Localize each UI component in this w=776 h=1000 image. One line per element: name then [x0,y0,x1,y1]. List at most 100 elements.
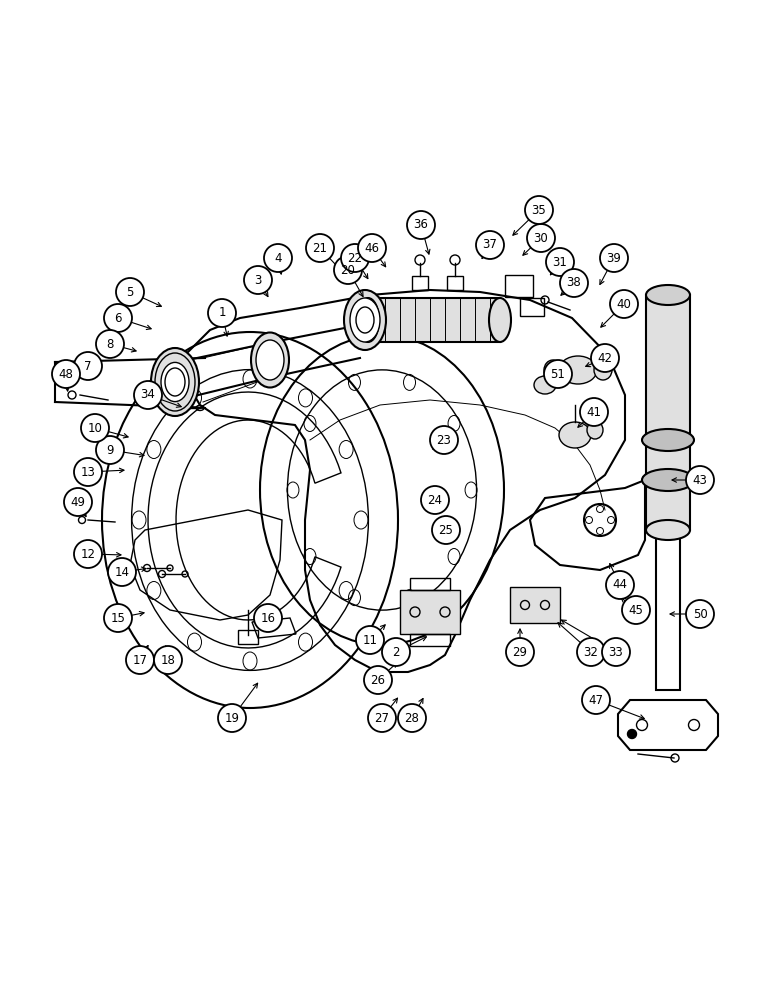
Text: 20: 20 [341,263,355,276]
Ellipse shape [544,360,562,380]
Circle shape [582,686,610,714]
Bar [400,590,460,634]
Text: 46: 46 [365,241,379,254]
Circle shape [506,638,534,666]
Bar [368,298,500,342]
Ellipse shape [646,285,690,305]
Ellipse shape [256,340,284,380]
Text: 18: 18 [161,654,175,666]
Circle shape [244,266,272,294]
Circle shape [208,299,236,327]
Circle shape [96,330,124,358]
Ellipse shape [534,376,556,394]
Circle shape [358,234,386,262]
Text: 40: 40 [617,298,632,310]
Circle shape [134,381,162,409]
Ellipse shape [559,356,597,384]
Text: 50: 50 [693,607,708,620]
Text: 10: 10 [88,422,102,434]
Circle shape [74,540,102,568]
Ellipse shape [251,332,289,387]
Text: 5: 5 [126,286,133,298]
Text: 33: 33 [608,646,623,658]
Circle shape [560,269,588,297]
Text: 3: 3 [255,273,262,286]
Circle shape [334,256,362,284]
Circle shape [356,626,384,654]
Text: 32: 32 [584,646,598,658]
Circle shape [580,398,608,426]
Circle shape [407,211,435,239]
Circle shape [368,704,396,732]
Text: 47: 47 [588,694,604,706]
Circle shape [126,646,154,674]
Text: 19: 19 [224,712,240,724]
Bar [238,630,258,644]
Circle shape [602,638,630,666]
Text: 7: 7 [85,360,92,372]
Text: 43: 43 [692,474,708,487]
Circle shape [432,516,460,544]
Text: 23: 23 [437,434,452,446]
Text: 11: 11 [362,634,377,647]
Text: 27: 27 [375,712,390,724]
Text: 48: 48 [58,367,74,380]
Bar [410,634,450,646]
Circle shape [610,290,638,318]
Circle shape [382,638,410,666]
Text: 2: 2 [392,646,400,658]
Text: 38: 38 [566,276,581,290]
Circle shape [544,360,572,388]
Text: 42: 42 [598,352,612,364]
Circle shape [364,666,392,694]
Circle shape [306,234,334,262]
Text: 41: 41 [587,406,601,418]
Circle shape [606,571,634,599]
Ellipse shape [489,298,511,342]
Circle shape [81,414,109,442]
Text: 6: 6 [114,312,122,324]
Circle shape [254,604,282,632]
Circle shape [218,704,246,732]
Circle shape [546,248,574,276]
Text: 15: 15 [110,611,126,624]
Circle shape [74,458,102,486]
Ellipse shape [559,422,591,448]
Text: 37: 37 [483,238,497,251]
Bar [510,587,560,623]
Circle shape [577,638,605,666]
Bar [410,578,450,590]
Bar [412,276,428,290]
Circle shape [686,466,714,494]
Text: 26: 26 [370,674,386,686]
Ellipse shape [151,348,199,416]
Text: 14: 14 [115,566,130,578]
Text: 21: 21 [313,241,327,254]
Circle shape [108,558,136,586]
Circle shape [622,596,650,624]
Ellipse shape [344,290,386,350]
Circle shape [96,436,124,464]
Text: 13: 13 [81,466,95,479]
Text: 35: 35 [532,204,546,217]
Circle shape [154,646,182,674]
Text: 22: 22 [348,251,362,264]
Ellipse shape [350,298,380,342]
Bar [447,276,463,290]
Circle shape [104,604,132,632]
Ellipse shape [594,360,612,380]
Text: 9: 9 [106,444,114,456]
Text: 39: 39 [607,251,622,264]
Bar [646,295,690,530]
Text: 44: 44 [612,578,628,591]
Circle shape [476,231,504,259]
Text: 8: 8 [106,338,114,351]
Text: 24: 24 [428,493,442,506]
Text: 12: 12 [81,548,95,560]
Text: 31: 31 [553,255,567,268]
Text: 34: 34 [140,388,155,401]
Bar [505,275,533,297]
Circle shape [525,196,553,224]
Circle shape [341,244,369,272]
Circle shape [430,426,458,454]
